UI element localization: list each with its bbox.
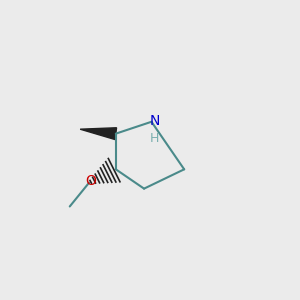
Text: N: N — [149, 114, 160, 128]
Polygon shape — [80, 128, 117, 140]
Text: H: H — [150, 132, 159, 145]
Text: O: O — [85, 174, 96, 188]
